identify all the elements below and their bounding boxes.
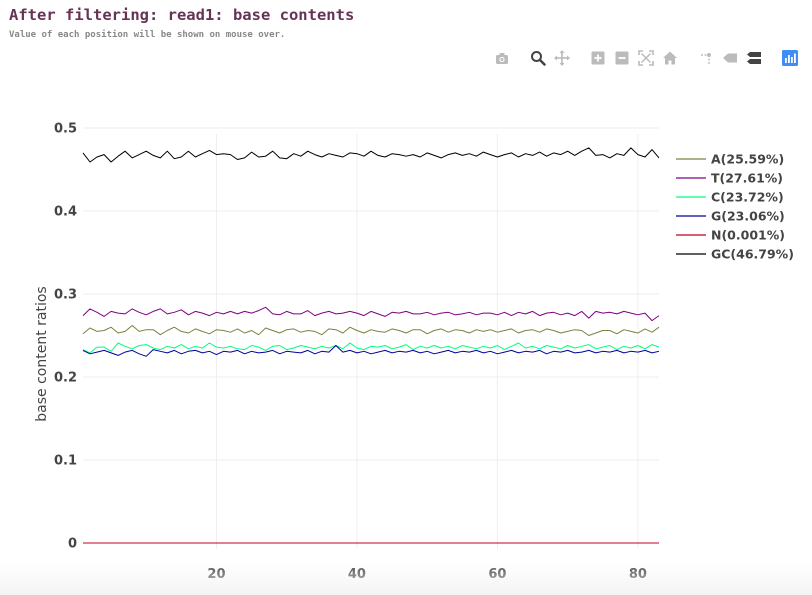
y-tick-label: 0 bbox=[68, 537, 77, 552]
y-axis-title: base content ratios bbox=[34, 286, 50, 421]
legend-item[interactable]: T(27.61%) bbox=[676, 171, 783, 186]
legend-item[interactable]: N(0.001%) bbox=[676, 228, 785, 243]
legend-item[interactable]: GC(46.79%) bbox=[676, 247, 794, 262]
chart-legend[interactable]: A(25.59%) T(27.61%) C(23.72%) G(23.06%) N(0.… bbox=[676, 152, 794, 262]
legend-label: N(0.001%) bbox=[711, 228, 785, 243]
legend-label: G(23.06%) bbox=[711, 209, 785, 224]
hover-compare-icon[interactable] bbox=[744, 48, 764, 68]
pan-icon[interactable] bbox=[552, 48, 572, 68]
series-line-a[interactable] bbox=[82, 325, 660, 336]
legend-label: T(27.61%) bbox=[711, 171, 783, 186]
x-tick-label: 40 bbox=[348, 567, 366, 582]
camera-icon[interactable] bbox=[492, 48, 512, 68]
autoscale-icon[interactable] bbox=[636, 48, 656, 68]
zoom-out-icon[interactable] bbox=[612, 48, 632, 68]
x-tick-label: 60 bbox=[488, 567, 506, 582]
series-line-c[interactable] bbox=[82, 342, 660, 354]
x-tick-label: 20 bbox=[207, 567, 225, 582]
y-tick-label: 0.1 bbox=[54, 454, 77, 469]
legend-label: GC(46.79%) bbox=[711, 247, 794, 262]
zoom-icon[interactable] bbox=[528, 48, 548, 68]
modebar-group bbox=[776, 48, 800, 68]
legend-label: C(23.72%) bbox=[711, 190, 784, 205]
legend-label: A(25.59%) bbox=[711, 152, 784, 167]
x-tick-label: 80 bbox=[629, 567, 647, 582]
series-line-gc[interactable] bbox=[82, 147, 660, 163]
modebar-group bbox=[584, 48, 680, 68]
spike-lines-icon[interactable] bbox=[696, 48, 716, 68]
legend-item[interactable]: G(23.06%) bbox=[676, 209, 785, 224]
series-line-t[interactable] bbox=[82, 306, 660, 322]
modebar-group bbox=[692, 48, 764, 68]
chart-modebar bbox=[476, 48, 800, 68]
x-axis-ticks: 20 40 60 80 bbox=[207, 567, 647, 582]
page-subtitle: Value of each position will be shown on … bbox=[9, 30, 286, 40]
legend-item[interactable]: C(23.72%) bbox=[676, 190, 784, 205]
grid-lines bbox=[83, 127, 659, 549]
modebar-group bbox=[488, 48, 512, 68]
chart-series[interactable] bbox=[82, 147, 660, 544]
plot-background bbox=[83, 136, 659, 550]
y-tick-label: 0.4 bbox=[54, 205, 77, 220]
hover-closest-icon[interactable] bbox=[720, 48, 740, 68]
legend-item[interactable]: A(25.59%) bbox=[676, 152, 784, 167]
home-icon[interactable] bbox=[660, 48, 680, 68]
modebar-group bbox=[524, 48, 572, 68]
y-tick-label: 0.3 bbox=[54, 288, 77, 303]
plotly-logo-icon[interactable] bbox=[780, 48, 800, 68]
page-title: After filtering: read1: base contents bbox=[9, 6, 355, 24]
y-tick-label: 0.5 bbox=[54, 122, 77, 137]
y-axis-ticks: 0 0.1 0.2 0.3 0.4 0.5 bbox=[54, 122, 77, 552]
y-tick-label: 0.2 bbox=[54, 371, 77, 386]
zoom-in-icon[interactable] bbox=[588, 48, 608, 68]
series-line-g[interactable] bbox=[82, 345, 660, 357]
